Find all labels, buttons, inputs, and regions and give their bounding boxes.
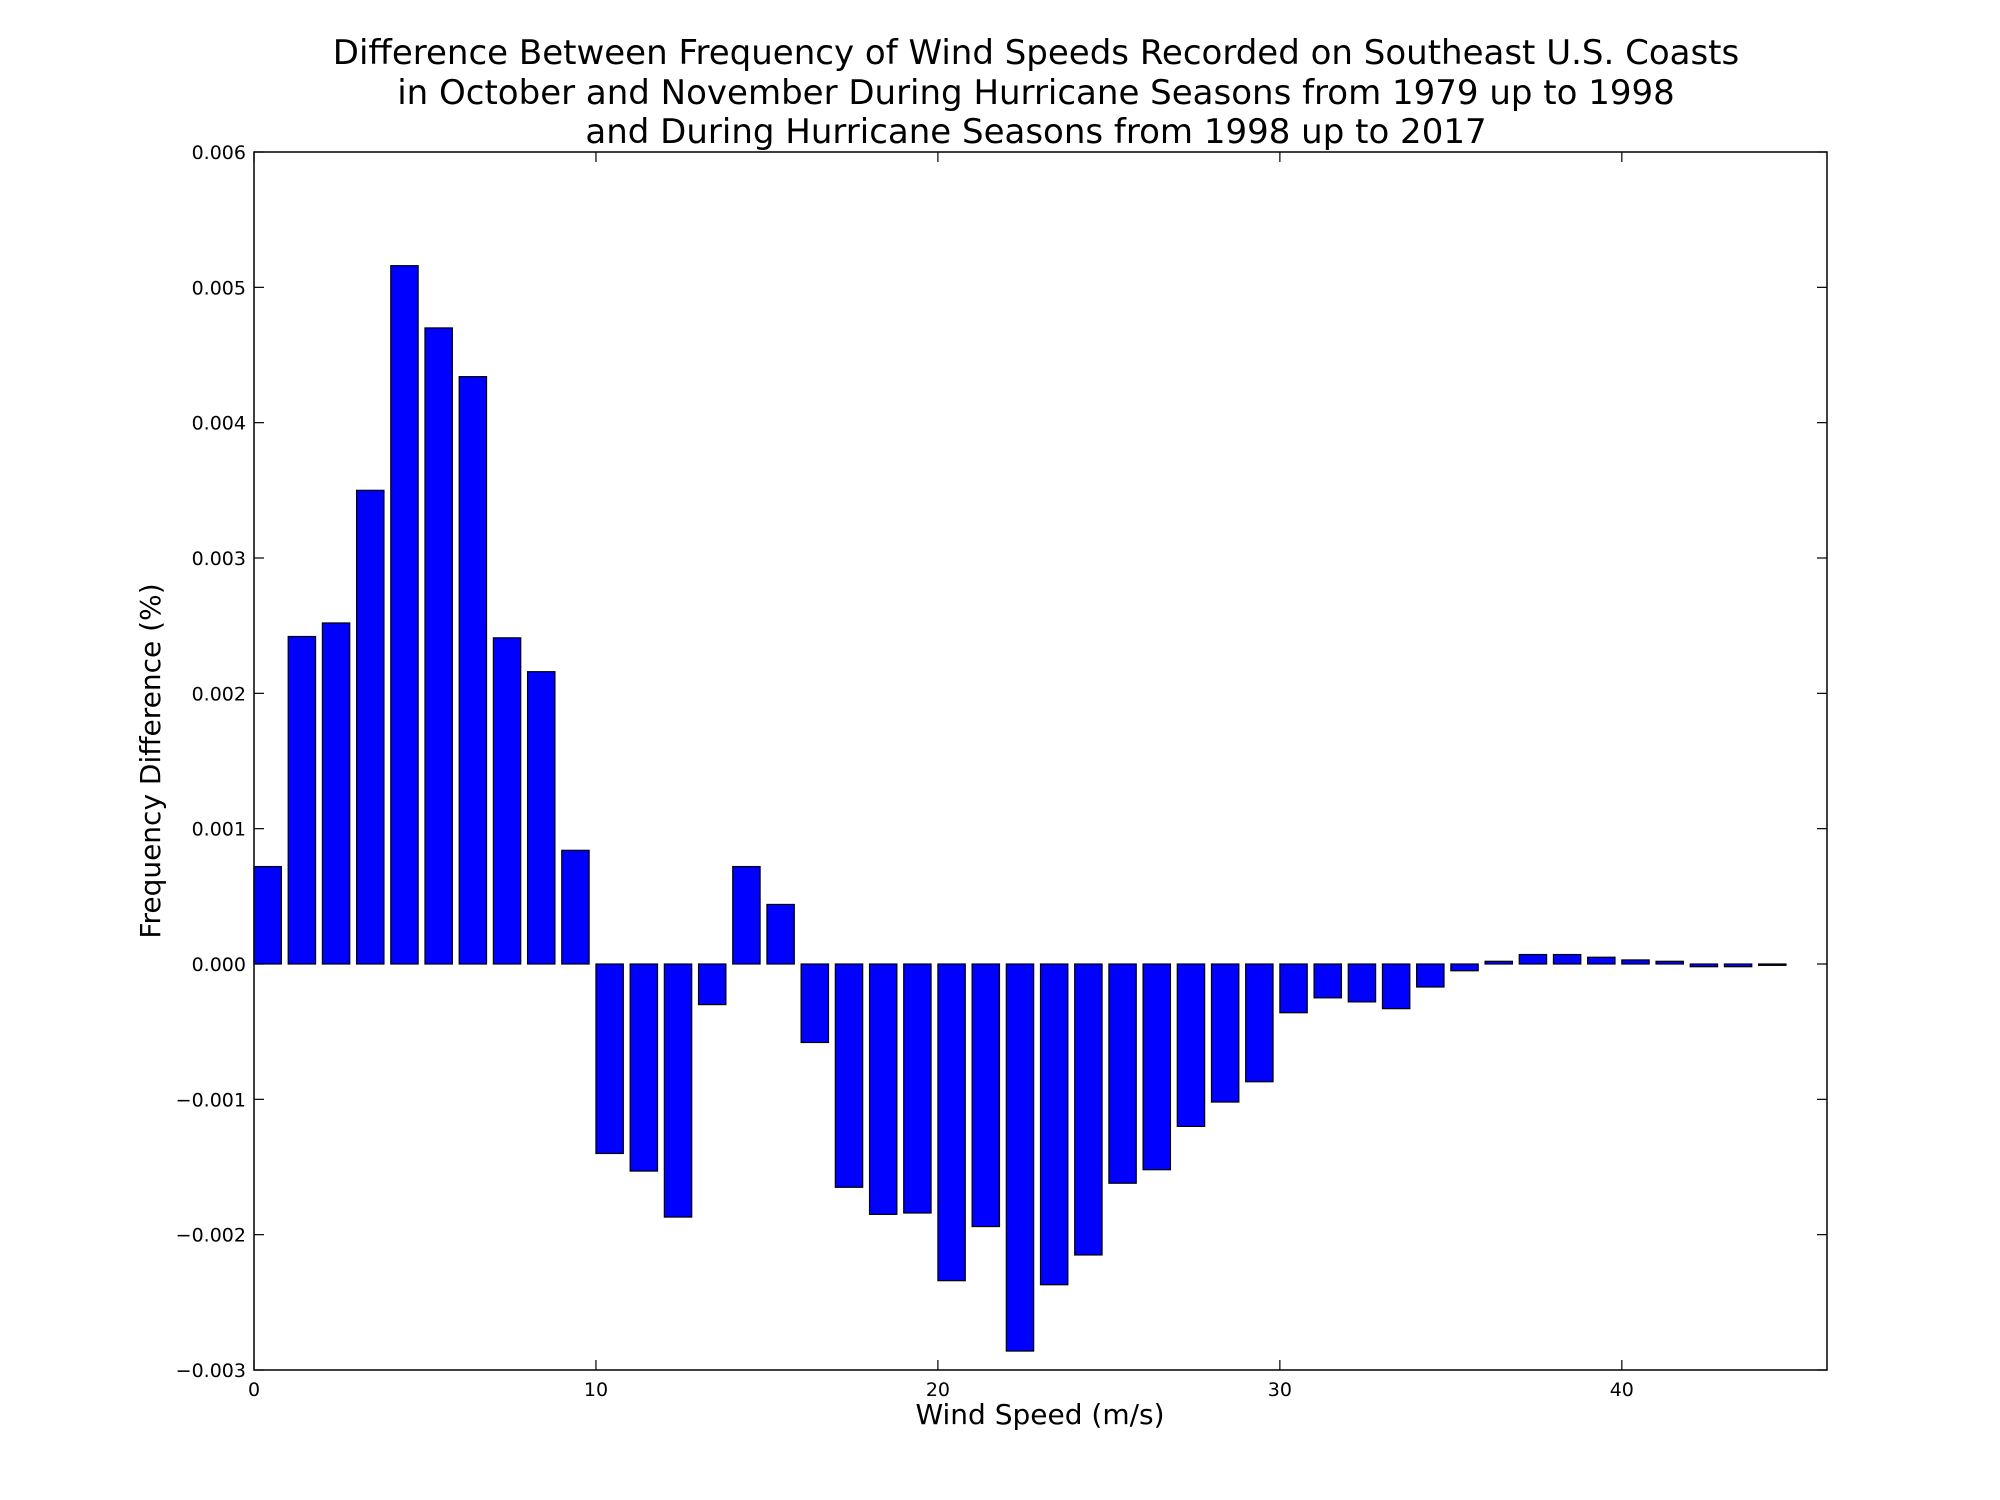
y-tick-label: 0.003 [192,548,246,570]
y-tick-label: 0.002 [192,683,246,705]
bar-13 [697,963,727,1006]
x-tick-label: 0 [248,1379,260,1401]
axis-ticks: −0.003 −0.002 −0.001 0.000 0.001 0.002 0.003 0.… [176,142,1827,1401]
bar-6 [458,376,488,965]
bar-41 [1655,960,1684,965]
chart-title: Difference Between Frequency of Wind Spe… [333,33,1739,152]
bar-24 [1074,963,1103,1256]
bar-5 [424,327,453,965]
x-tick-label: 30 [1268,1379,1292,1401]
bar-22 [1005,963,1035,1352]
chart-title-line-1: Difference Between Frequency of Wind Spe… [333,33,1739,73]
bar-39 [1587,956,1616,965]
bar-30 [1279,963,1308,1014]
x-tick-label: 10 [584,1379,608,1401]
bar-44 [1758,963,1787,966]
bar-35 [1450,963,1479,972]
bar-29 [1245,963,1274,1083]
bar-7 [492,637,522,965]
x-axis-label: Wind Speed (m/s) [915,1398,1164,1431]
chart-title-line-3: and During Hurricane Seasons from 1998 u… [585,112,1486,152]
bar-43 [1723,963,1753,968]
bar-27 [1176,963,1206,1127]
bar-31 [1313,963,1343,999]
bar-40 [1621,959,1650,965]
bar-9 [561,849,590,965]
chart-title-line-2: in October and November During Hurricane… [397,73,1675,113]
bar-20 [937,963,966,1282]
bar-10 [595,963,624,1155]
bar-1 [287,635,317,965]
bar-12 [663,963,693,1218]
bar-42 [1689,963,1719,968]
y-tick-label: 0.005 [192,277,246,299]
y-tick-label: 0.001 [192,819,246,841]
plot-area-frame [253,151,1828,1371]
bar-23 [1039,963,1069,1286]
bar-19 [903,963,932,1214]
y-tick-label: 0.004 [192,413,246,435]
bar-4 [390,265,419,965]
bar-36 [1484,960,1513,965]
bar-17 [834,963,864,1188]
x-tick-label: 20 [926,1379,950,1401]
y-tick-label: −0.003 [176,1360,246,1382]
bar-2 [321,622,351,965]
bar-32 [1347,963,1377,1003]
bar-33 [1381,963,1411,1010]
bar-26 [1142,963,1172,1171]
bar-8 [526,671,556,965]
x-tick-label: 40 [1610,1379,1634,1401]
y-axis-label: Frequency Difference (%) [134,583,167,938]
bar-11 [629,963,659,1172]
bar-21 [971,963,1001,1228]
bar-34 [1416,963,1445,988]
y-tick-label: −0.001 [176,1089,246,1111]
bar-38 [1552,953,1582,965]
bar-28 [1210,963,1240,1103]
bar-18 [868,963,898,1215]
y-tick-label: −0.002 [176,1225,246,1247]
bar-0 [253,865,282,965]
bar-16 [800,963,830,1044]
y-tick-label: 0.000 [192,954,246,976]
bar-25 [1108,963,1137,1184]
bar-15 [766,903,795,965]
bar-14 [732,865,761,965]
bar-3 [355,489,385,965]
bar-series [253,265,1787,1352]
y-tick-label: 0.006 [192,142,246,164]
bar-37 [1518,953,1548,965]
